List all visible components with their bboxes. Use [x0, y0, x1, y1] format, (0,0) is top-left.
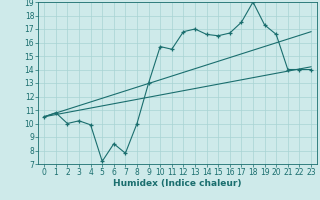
X-axis label: Humidex (Indice chaleur): Humidex (Indice chaleur): [113, 179, 242, 188]
